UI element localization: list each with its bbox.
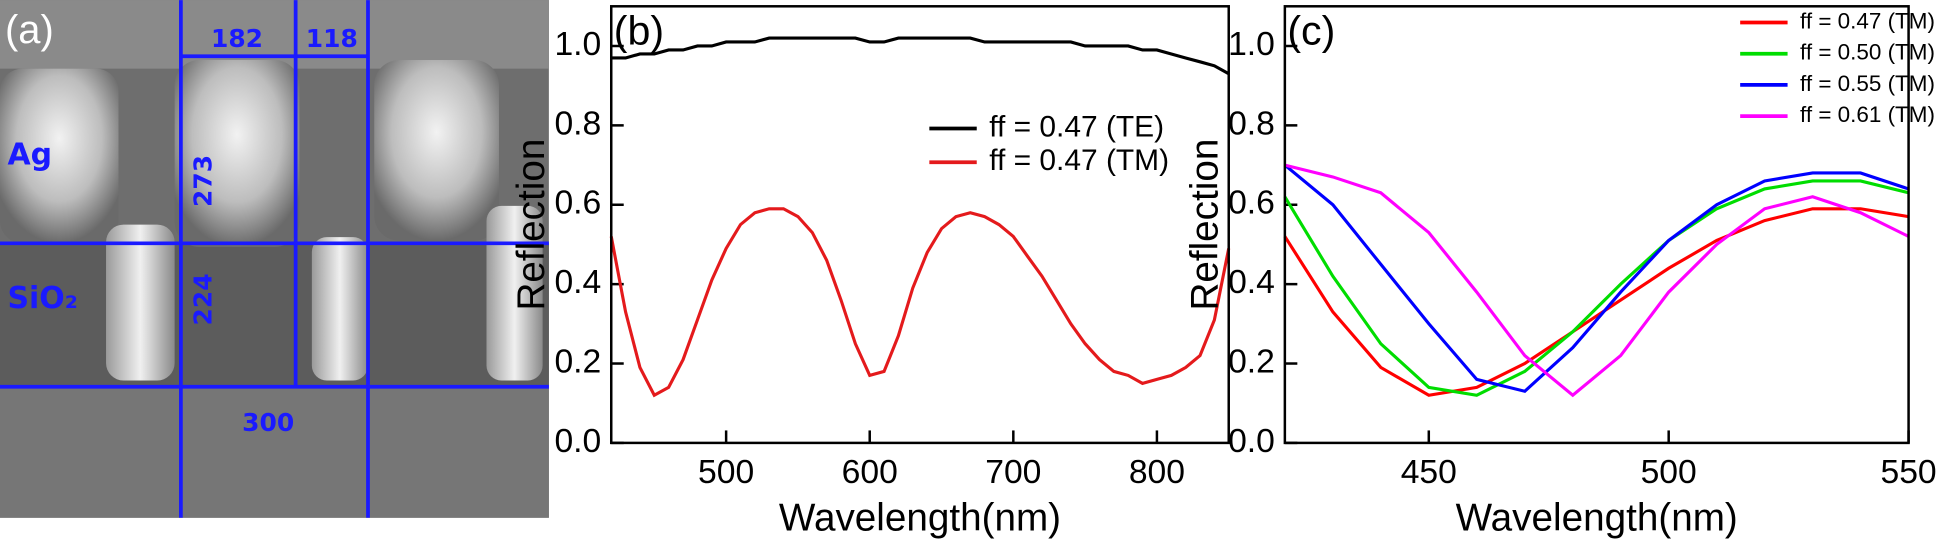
dimension-label: 273 [189, 155, 218, 207]
y-axis-label: Reflection [510, 139, 553, 311]
y-tick-label: 0.6 [1228, 185, 1275, 222]
y-tick-label: 0.6 [554, 185, 601, 222]
y-axis-label: Reflection [1184, 139, 1227, 311]
plot-frame [1283, 5, 1910, 445]
legend-label: ff = 0.47 (TM) [1800, 8, 1935, 33]
panel-label: (c) [1287, 8, 1335, 54]
y-tick-label: 1.0 [554, 26, 601, 63]
y-tick-label: 0.4 [1228, 264, 1275, 301]
legend-label: ff = 0.47 (TM) [989, 144, 1169, 177]
line-series [1284, 163, 1910, 398]
y-tick-label: 0.2 [1228, 343, 1275, 380]
x-axis-label: Wavelength(nm) [1456, 496, 1738, 539]
legend-label: ff = 0.55 (TM) [1800, 71, 1935, 96]
y-tick-label: 1.0 [1228, 26, 1275, 63]
line-series [609, 207, 1231, 398]
x-tick-label: 500 [1641, 454, 1697, 491]
dimension-label: 300 [242, 408, 294, 437]
legend-label: ff = 0.61 (TM) [1800, 102, 1935, 127]
panel-label: (b) [614, 8, 664, 54]
y-tick-label: 0.0 [1228, 423, 1275, 460]
y-tick-label: 0.4 [554, 264, 601, 301]
sem-image [0, 0, 549, 518]
dimension-label: 118 [306, 24, 358, 53]
material-label: Ag [7, 137, 52, 172]
y-tick-label: 0.8 [1228, 105, 1275, 142]
line-series [611, 36, 1230, 76]
x-tick-label: 600 [842, 454, 898, 491]
y-tick-label: 0.2 [554, 343, 601, 380]
x-axis-label: Wavelength(nm) [779, 496, 1061, 539]
x-tick-label: 450 [1401, 454, 1457, 491]
y-tick-label: 0.8 [554, 105, 601, 142]
dimension-label: 182 [211, 24, 263, 53]
y-tick-label: 0.0 [554, 423, 601, 460]
x-tick-label: 550 [1880, 454, 1936, 491]
x-tick-label: 800 [1129, 454, 1185, 491]
line-series [1283, 163, 1910, 393]
legend-label: ff = 0.50 (TM) [1800, 40, 1935, 65]
legend-label: ff = 0.47 (TE) [989, 110, 1164, 143]
x-tick-label: 700 [985, 454, 1041, 491]
dimension-label: 224 [189, 273, 218, 325]
x-tick-label: 500 [698, 454, 754, 491]
line-series [1283, 207, 1909, 397]
panel-label: (a) [5, 8, 54, 52]
line-series [1283, 179, 1909, 397]
plot-frame [609, 5, 1230, 445]
material-label: SiO₂ [7, 281, 77, 316]
